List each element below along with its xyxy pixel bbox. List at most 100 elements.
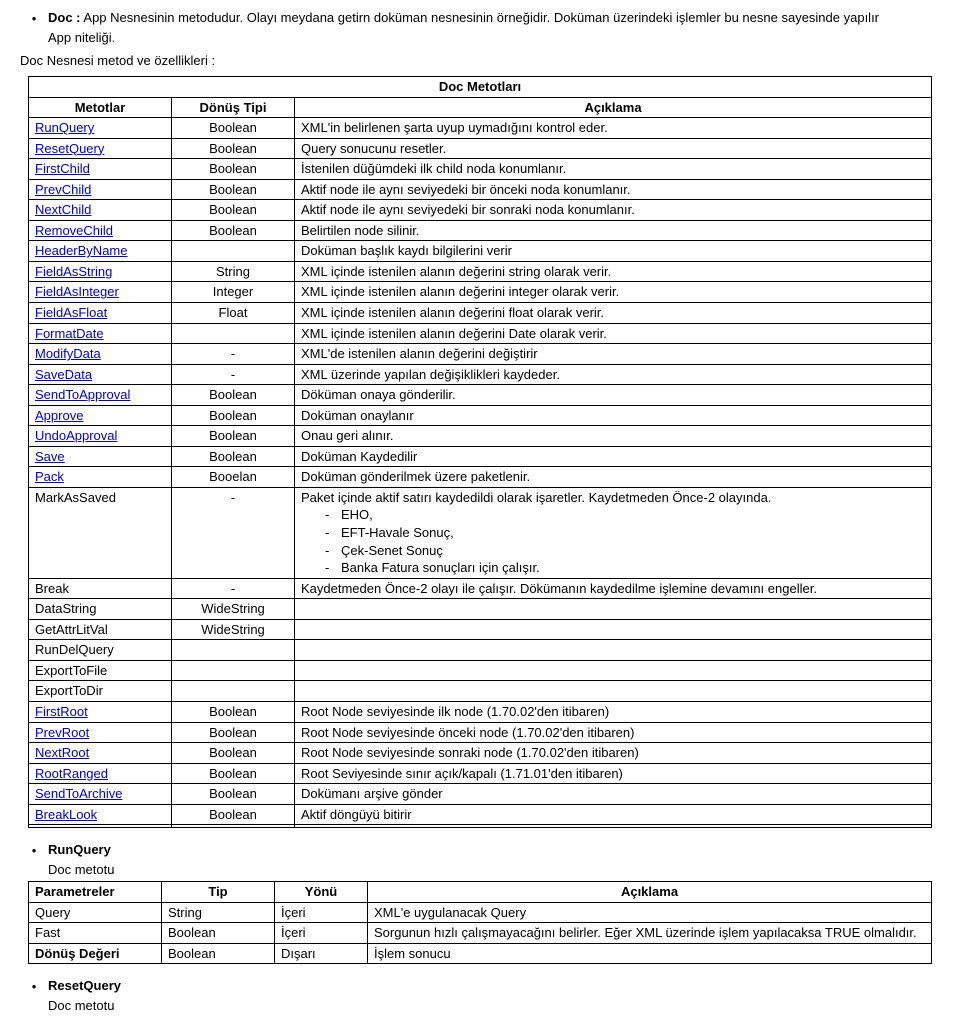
method-link[interactable]: HeaderByName: [35, 243, 128, 258]
method-link[interactable]: NextRoot: [35, 745, 89, 760]
desc-cell: XML içinde istenilen alanın değerini str…: [295, 261, 932, 282]
desc-cell: İstenilen düğümdeki ilk child noda konum…: [295, 159, 932, 180]
method-link[interactable]: PrevRoot: [35, 725, 89, 740]
list-item: Çek-Senet Sonuç: [341, 542, 925, 560]
type-cell: WideString: [172, 599, 295, 620]
method-link[interactable]: FieldAsFloat: [35, 305, 107, 320]
desc-cell: XML içinde istenilen alanın değerini flo…: [295, 303, 932, 324]
method-cell: [29, 825, 172, 828]
methods-caption: Doc Metotları: [29, 77, 932, 98]
table-row: ExportToFile: [29, 660, 932, 681]
desc-cell: Root Node seviyesinde önceki node (1.70.…: [295, 722, 932, 743]
type-cell: Boolean: [172, 446, 295, 467]
type-cell: WideString: [172, 619, 295, 640]
resetquery-bullet: ResetQuery: [20, 978, 940, 996]
method-cell: SaveData: [29, 364, 172, 385]
type-cell: Boolean: [172, 743, 295, 764]
table-row: HeaderByNameDoküman başlık kaydı bilgile…: [29, 241, 932, 262]
type-cell: Boolean: [172, 159, 295, 180]
type-cell: Boolean: [172, 763, 295, 784]
param-cell: Dönüş Değeri: [29, 943, 162, 964]
type-cell: Boolean: [172, 118, 295, 139]
table-row: RemoveChildBooleanBelirtilen node silini…: [29, 220, 932, 241]
method-link[interactable]: PrevChild: [35, 182, 91, 197]
method-cell: FormatDate: [29, 323, 172, 344]
desc-cell: [295, 599, 932, 620]
desc-cell: [295, 825, 932, 828]
param-type-cell: Boolean: [162, 943, 275, 964]
desc-cell: Kaydetmeden Önce-2 olayı ile çalışır. Dö…: [295, 578, 932, 599]
param-dir-cell: Dışarı: [275, 943, 368, 964]
param-desc-cell: İşlem sonucu: [368, 943, 932, 964]
method-link[interactable]: SendToArchive: [35, 786, 122, 801]
table-row: RunDelQuery: [29, 640, 932, 661]
method-link[interactable]: SendToApproval: [35, 387, 130, 402]
list-item: EFT-Havale Sonuç,: [341, 524, 925, 542]
type-cell: [172, 660, 295, 681]
method-link[interactable]: Save: [35, 449, 65, 464]
desc-cell: Onau geri alınır.: [295, 426, 932, 447]
method-link[interactable]: BreakLook: [35, 807, 97, 822]
method-cell: PrevChild: [29, 179, 172, 200]
desc-cell: XML içinde istenilen alanın değerini int…: [295, 282, 932, 303]
method-link[interactable]: FieldAsString: [35, 264, 112, 279]
method-link[interactable]: ResetQuery: [35, 141, 104, 156]
type-cell: -: [172, 578, 295, 599]
table-row: FieldAsFloat FloatXML içinde istenilen al…: [29, 303, 932, 324]
method-link[interactable]: Pack: [35, 469, 64, 484]
type-cell: Boolean: [172, 804, 295, 825]
type-cell: [172, 681, 295, 702]
method-cell: ExportToDir: [29, 681, 172, 702]
type-cell: Boolean: [172, 179, 295, 200]
method-link[interactable]: UndoApproval: [35, 428, 117, 443]
table-row: ApproveBooleanDoküman onaylanır: [29, 405, 932, 426]
table-row: ExportToDir: [29, 681, 932, 702]
method-link[interactable]: Approve: [35, 408, 83, 423]
methods-header-type: Dönüş Tipi: [172, 97, 295, 118]
method-link[interactable]: FormatDate: [35, 326, 104, 341]
method-cell: SendToApproval: [29, 385, 172, 406]
method-link[interactable]: FirstChild: [35, 161, 90, 176]
method-cell: Approve: [29, 405, 172, 426]
desc-cell: Root Node seviyesinde sonraki node (1.70…: [295, 743, 932, 764]
type-cell: Booelan: [172, 467, 295, 488]
method-link[interactable]: FirstRoot: [35, 704, 88, 719]
method-cell: RootRanged: [29, 763, 172, 784]
method-link[interactable]: RemoveChild: [35, 223, 113, 238]
method-cell: MarkAsSaved: [29, 487, 172, 578]
method-link[interactable]: RootRanged: [35, 766, 108, 781]
method-link[interactable]: SaveData: [35, 367, 92, 382]
method-cell: GetAttrLitVal: [29, 619, 172, 640]
table-row: ResetQueryBooleanQuery sonucunu resetler…: [29, 138, 932, 159]
methods-table: Doc Metotları Metotlar Dönüş Tipi Açıkla…: [28, 76, 932, 828]
desc-cell: Doküman Kaydedilir: [295, 446, 932, 467]
table-row: FastBooleanİçeriSorgunun hızlı çalışmaya…: [29, 923, 932, 944]
method-link[interactable]: NextChild: [35, 202, 91, 217]
desc-cell: Doküman onaylanır: [295, 405, 932, 426]
runquery-bullet: RunQuery: [20, 842, 940, 860]
type-cell: Boolean: [172, 220, 295, 241]
desc-cell: [295, 660, 932, 681]
params-header-dir: Yönü: [275, 882, 368, 903]
list-item: EHO,: [341, 506, 925, 524]
desc-cell: Dokümanı arşive gönder: [295, 784, 932, 805]
table-row: RootRangedBooleanRoot Seviyesinde sınır …: [29, 763, 932, 784]
desc-cell: Döküman onaya gönderilir.: [295, 385, 932, 406]
method-cell: NextChild: [29, 200, 172, 221]
param-type-cell: String: [162, 902, 275, 923]
method-cell: HeaderByName: [29, 241, 172, 262]
type-cell: Boolean: [172, 784, 295, 805]
desc-cell: XML içinde istenilen alanın değerini Dat…: [295, 323, 932, 344]
methods-header-method: Metotlar: [29, 97, 172, 118]
method-cell: RunQuery: [29, 118, 172, 139]
type-cell: Integer: [172, 282, 295, 303]
table-row: SendToArchive BooleanDokümanı arşive gönd…: [29, 784, 932, 805]
methods-header-desc: Açıklama: [295, 97, 932, 118]
method-link[interactable]: ModifyData: [35, 346, 101, 361]
method-link[interactable]: FieldAsInteger: [35, 284, 119, 299]
type-cell: Float: [172, 303, 295, 324]
params-table: Parametreler Tip Yönü Açıklama QueryStri…: [28, 881, 932, 964]
method-link[interactable]: RunQuery: [35, 120, 94, 135]
method-cell: NextRoot: [29, 743, 172, 764]
type-cell: -: [172, 364, 295, 385]
